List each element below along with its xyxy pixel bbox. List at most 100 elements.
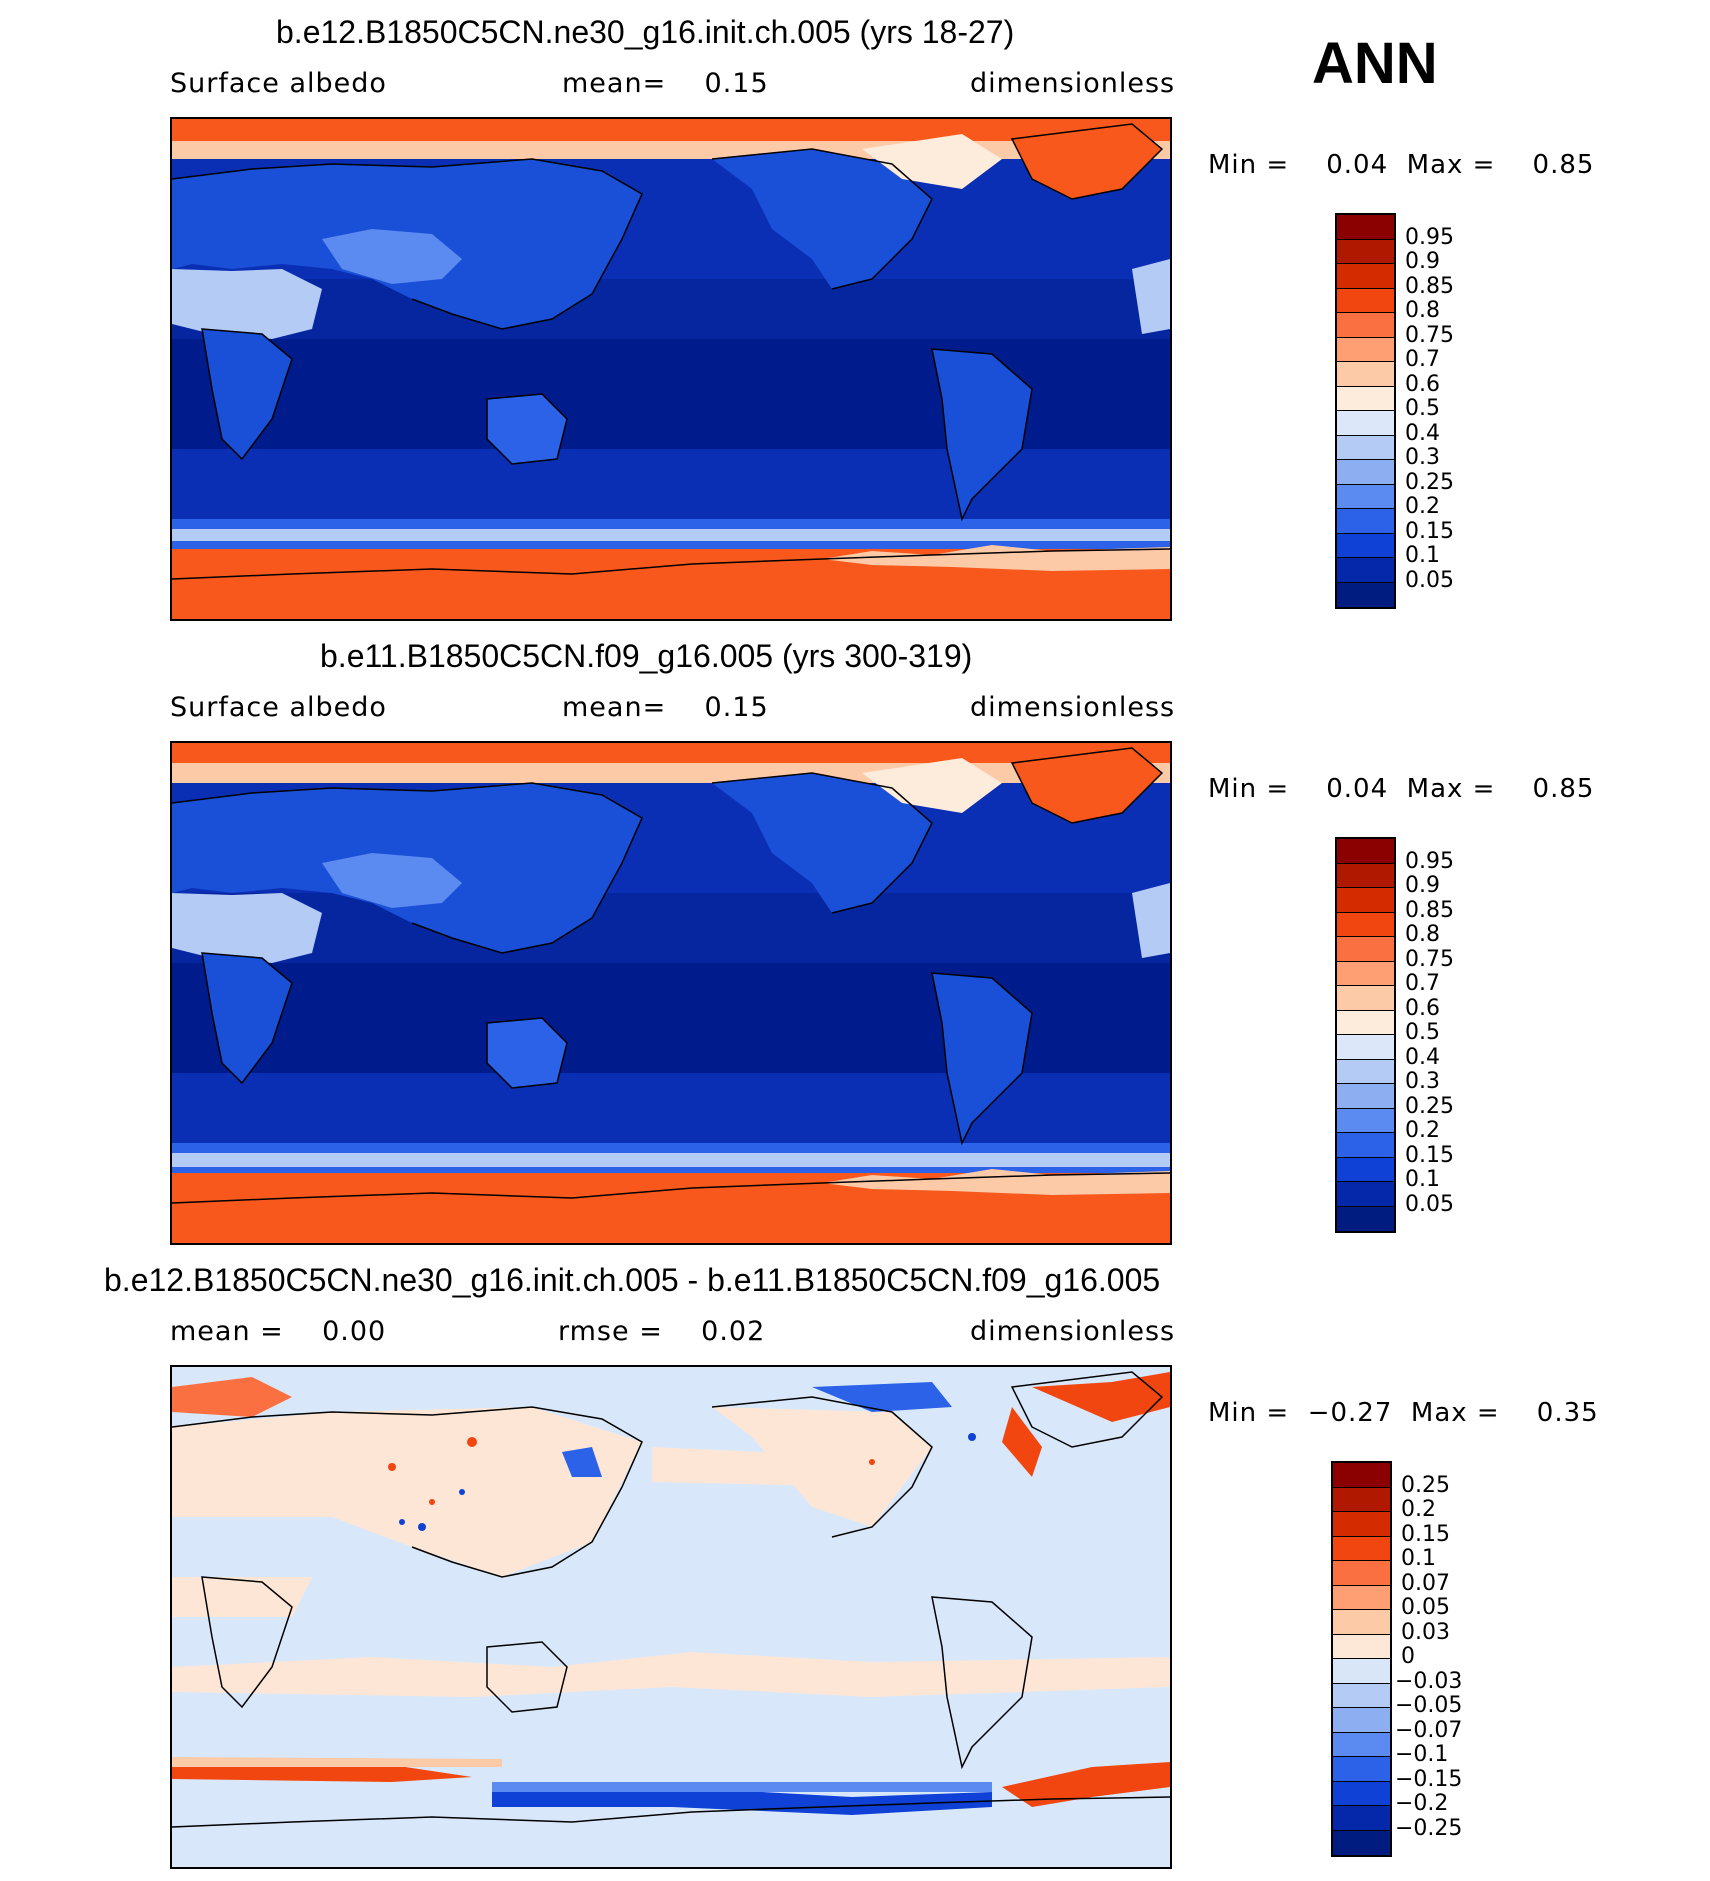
colorbar-tick-label: 0.5: [1405, 1020, 1440, 1045]
colorbar-swatch: [1337, 362, 1394, 387]
colorbar-swatch: [1333, 1757, 1390, 1782]
colorbar-swatch: [1337, 313, 1394, 338]
colorbar-swatch: [1337, 1084, 1394, 1109]
panel2-title: b.e11.B1850C5CN.f09_g16.005 (yrs 300-319…: [320, 638, 973, 674]
panel3-map-plot: [172, 1367, 1170, 1867]
colorbar-tick-label: 0.7: [1405, 347, 1440, 372]
colorbar-swatch: [1333, 1585, 1390, 1610]
colorbar-swatch: [1333, 1610, 1390, 1635]
colorbar-tick-label: 0.5: [1405, 396, 1440, 421]
colorbar-tick-label: 0.07: [1401, 1570, 1450, 1596]
colorbar-swatch: [1337, 1108, 1394, 1133]
panel2-units-label: dimensionless: [970, 692, 1176, 723]
colorbar-swatch: [1333, 1634, 1390, 1659]
colorbar-swatch: [1337, 533, 1394, 558]
colorbar-swatch: [1337, 1035, 1394, 1060]
colorbar-tick-label: −0.15: [1395, 1766, 1463, 1792]
colorbar-swatch: [1337, 912, 1394, 937]
panel2-map-plot: [172, 743, 1170, 1243]
colorbar-swatch: [1333, 1487, 1390, 1512]
colorbar-swatch: [1337, 239, 1394, 264]
colorbar-tick-label: 0.15: [1405, 518, 1454, 544]
colorbar-tick-label: 0.03: [1401, 1619, 1450, 1645]
colorbar-swatch: [1337, 337, 1394, 362]
panel3-map: [170, 1365, 1172, 1869]
colorbar-swatch: [1337, 264, 1394, 289]
colorbar-swatch: [1337, 288, 1394, 313]
colorbar-swatch: [1337, 839, 1394, 864]
colorbar-tick-label: 0.95: [1405, 848, 1454, 874]
panel3-rmse-label: rmse = 0.02: [558, 1316, 766, 1347]
panel1-title: b.e12.B1850C5CN.ne30_g16.init.ch.005 (yr…: [276, 14, 1015, 50]
colorbar-swatch: [1337, 937, 1394, 962]
colorbar-swatch: [1337, 888, 1394, 913]
colorbar-tick-label: −0.1: [1395, 1742, 1449, 1767]
colorbar-tick-label: 0.4: [1405, 420, 1440, 446]
colorbar-tick-label: 0.25: [1405, 1093, 1454, 1119]
panel3-title: b.e12.B1850C5CN.ne30_g16.init.ch.005 - b…: [104, 1262, 1161, 1298]
colorbar-tick-label: 0.85: [1405, 897, 1454, 923]
colorbar-tick-label: 0.4: [1405, 1044, 1440, 1070]
panel1-colorbar: [1335, 213, 1396, 609]
panel3-minmax: Min = −0.27 Max = 0.35: [1208, 1398, 1599, 1428]
colorbar-tick-label: 0.1: [1405, 543, 1440, 568]
panel1-mean-label: mean= 0.15: [562, 68, 769, 99]
colorbar-tick-label: 0.3: [1405, 445, 1440, 470]
colorbar-tick-label: −0.03: [1395, 1668, 1463, 1694]
colorbar-swatch: [1337, 582, 1394, 607]
panel2-colorbar: [1335, 837, 1396, 1233]
colorbar-swatch: [1333, 1512, 1390, 1537]
colorbar-tick-label: −0.2: [1395, 1791, 1449, 1816]
colorbar-tick-label: 0.8: [1405, 298, 1440, 323]
colorbar-tick-label: 0.1: [1401, 1546, 1436, 1571]
panel1-minmax: Min = 0.04 Max = 0.85: [1208, 150, 1595, 180]
colorbar-tick-label: 0.7: [1405, 971, 1440, 996]
colorbar-tick-label: 0.6: [1405, 371, 1440, 397]
colorbar-tick-label: 0.2: [1405, 494, 1440, 519]
colorbar-swatch: [1333, 1463, 1390, 1488]
colorbar-swatch: [1333, 1781, 1390, 1806]
colorbar-swatch: [1337, 460, 1394, 485]
colorbar-tick-label: 0.75: [1405, 322, 1454, 348]
colorbar-tick-label: 0.9: [1405, 873, 1440, 898]
panel2-minmax: Min = 0.04 Max = 0.85: [1208, 774, 1595, 804]
colorbar-swatch: [1337, 1182, 1394, 1207]
colorbar-swatch: [1333, 1561, 1390, 1586]
colorbar-swatch: [1337, 1059, 1394, 1084]
colorbar-swatch: [1337, 215, 1394, 240]
colorbar-swatch: [1337, 411, 1394, 436]
colorbar-swatch: [1337, 386, 1394, 411]
colorbar-swatch: [1333, 1659, 1390, 1684]
panel2-mean-label: mean= 0.15: [562, 692, 769, 723]
colorbar-swatch: [1337, 961, 1394, 986]
panel2-variable-label: Surface albedo: [170, 692, 387, 723]
colorbar-tick-label: 0.6: [1405, 995, 1440, 1021]
colorbar-tick-label: 0.2: [1405, 1118, 1440, 1143]
colorbar-tick-label: 0.25: [1405, 469, 1454, 495]
colorbar-swatch: [1337, 863, 1394, 888]
panel1-map-plot: [172, 119, 1170, 619]
colorbar-tick-label: 0.05: [1401, 1595, 1450, 1620]
colorbar-swatch: [1337, 1133, 1394, 1158]
colorbar-tick-label: 0.15: [1401, 1521, 1450, 1547]
colorbar-swatch: [1337, 1206, 1394, 1231]
panel1-map: [170, 117, 1172, 621]
colorbar-swatch: [1337, 484, 1394, 509]
colorbar-swatch: [1333, 1830, 1390, 1855]
colorbar-swatch: [1333, 1683, 1390, 1708]
colorbar-swatch: [1333, 1806, 1390, 1831]
colorbar-tick-label: 0.75: [1405, 946, 1454, 972]
colorbar-tick-label: 0.9: [1405, 249, 1440, 274]
colorbar-tick-label: −0.05: [1395, 1693, 1463, 1718]
colorbar-swatch: [1337, 558, 1394, 583]
colorbar-tick-label: 0.3: [1405, 1069, 1440, 1094]
colorbar-tick-label: 0.1: [1405, 1167, 1440, 1192]
panel3-colorbar: [1331, 1461, 1392, 1857]
panel3-mean-label: mean = 0.00: [170, 1316, 387, 1347]
colorbar-swatch: [1337, 1157, 1394, 1182]
colorbar-tick-label: 0.95: [1405, 224, 1454, 250]
panel3-units-label: dimensionless: [970, 1316, 1176, 1347]
colorbar-swatch: [1333, 1732, 1390, 1757]
colorbar-tick-label: 0: [1401, 1644, 1415, 1669]
colorbar-tick-label: 0.2: [1401, 1497, 1436, 1522]
